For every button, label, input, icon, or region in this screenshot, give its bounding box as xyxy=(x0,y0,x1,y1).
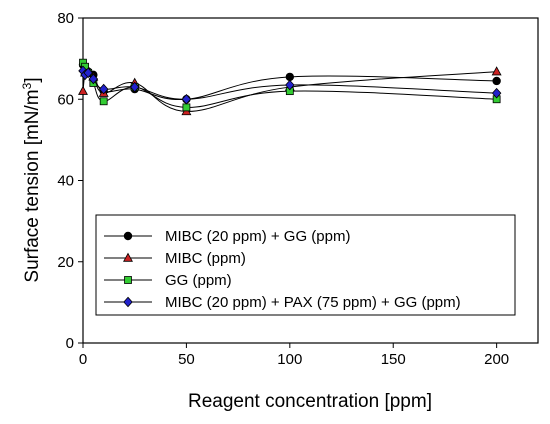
legend-marker-diamond xyxy=(123,296,133,308)
y-tick-label: 80 xyxy=(57,10,74,27)
legend-item: GG (ppm) xyxy=(104,272,232,289)
legend-label: MIBC (ppm) xyxy=(165,250,246,267)
data-point-diamond xyxy=(181,93,192,105)
legend-marker-triangle xyxy=(123,252,133,262)
data-point-square xyxy=(99,97,108,106)
x-tick-label: 150 xyxy=(381,351,406,368)
x-tick-label: 200 xyxy=(484,351,509,368)
y-axis-title: Surface tension [mN/m3] xyxy=(20,77,43,282)
y-tick-label: 60 xyxy=(57,91,74,108)
legend: MIBC (20 ppm) + GG (ppm) MIBC (ppm) GG (pp… xyxy=(95,214,516,316)
x-tick-label: 100 xyxy=(277,351,302,368)
legend-item: MIBC (20 ppm) + PAX (75 ppm) + GG (ppm) xyxy=(104,294,461,311)
legend-marker-circle xyxy=(123,231,133,241)
data-point-diamond xyxy=(285,79,295,91)
legend-label: MIBC (20 ppm) + GG (ppm) xyxy=(165,228,350,245)
legend-box xyxy=(95,214,516,316)
data-point-diamond xyxy=(129,81,140,93)
legend-label: MIBC (20 ppm) + PAX (75 ppm) + GG (ppm) xyxy=(165,294,461,311)
data-point-circle xyxy=(492,76,501,86)
legend-item: MIBC (20 ppm) + GG (ppm) xyxy=(104,228,350,245)
y-tick-label: 40 xyxy=(57,173,74,190)
legend-item: MIBC (ppm) xyxy=(104,250,246,267)
x-tick-label: 0 xyxy=(79,351,87,368)
data-point-diamond xyxy=(83,67,93,79)
data-point-diamond xyxy=(491,87,502,99)
data-point-triangle xyxy=(78,85,88,95)
y-axis-title-superscript: 3 xyxy=(20,82,34,89)
x-tick-label: 50 xyxy=(178,351,195,368)
data-point-triangle xyxy=(491,66,502,76)
y-tick-label: 20 xyxy=(57,254,74,271)
legend-label: GG (ppm) xyxy=(165,272,232,289)
y-tick-label: 0 xyxy=(66,335,74,352)
data-point-circle xyxy=(285,72,295,82)
data-point-diamond xyxy=(88,73,99,85)
data-point-square xyxy=(182,103,191,112)
data-point-diamond xyxy=(98,83,109,95)
x-axis-title: Reagent concentration [ppm] xyxy=(188,391,432,412)
series-diamond xyxy=(78,65,502,105)
legend-marker-square xyxy=(124,276,132,284)
